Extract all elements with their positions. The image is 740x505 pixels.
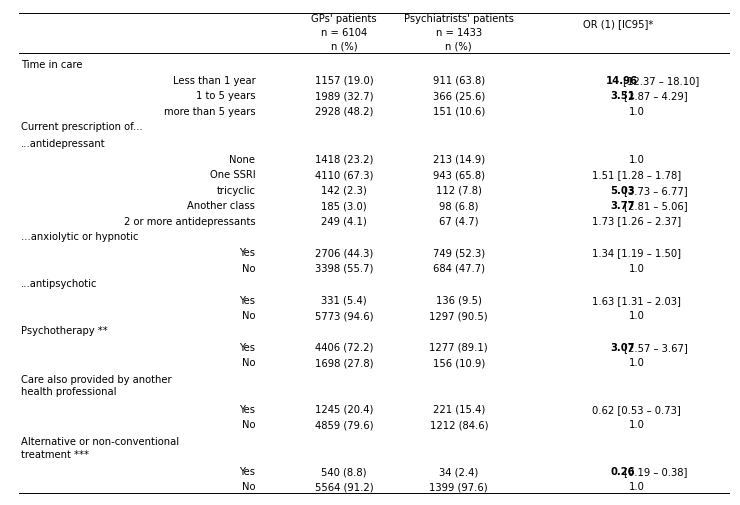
Text: 3.07: 3.07 (610, 343, 635, 353)
Text: No: No (242, 358, 255, 368)
Text: Yes: Yes (239, 248, 255, 259)
Text: [2.81 – 5.06]: [2.81 – 5.06] (625, 201, 688, 211)
Text: 1.0: 1.0 (628, 264, 645, 274)
Text: [2.57 – 3.67]: [2.57 – 3.67] (625, 343, 688, 353)
Text: None: None (229, 155, 255, 165)
Text: 943 (65.8): 943 (65.8) (433, 170, 485, 180)
Text: 1.0: 1.0 (628, 358, 645, 368)
Text: Yes: Yes (239, 405, 255, 415)
Text: 5.03: 5.03 (610, 186, 635, 196)
Text: 749 (52.3): 749 (52.3) (433, 248, 485, 259)
Text: [2.87 – 4.29]: [2.87 – 4.29] (625, 91, 688, 102)
Text: Less than 1 year: Less than 1 year (172, 76, 255, 86)
Text: 221 (15.4): 221 (15.4) (433, 405, 485, 415)
Text: One SSRI: One SSRI (209, 170, 255, 180)
Text: Psychotherapy **: Psychotherapy ** (21, 326, 107, 336)
Text: 2706 (44.3): 2706 (44.3) (315, 248, 373, 259)
Text: Care also provided by another
health professional: Care also provided by another health pro… (21, 375, 172, 397)
Text: 1277 (89.1): 1277 (89.1) (429, 343, 488, 353)
Text: 540 (8.8): 540 (8.8) (321, 467, 367, 477)
Text: 1.51 [1.28 – 1.78]: 1.51 [1.28 – 1.78] (592, 170, 681, 180)
Text: 1.0: 1.0 (628, 107, 645, 117)
Text: tricyclic: tricyclic (216, 186, 255, 196)
Text: 14.96: 14.96 (606, 76, 638, 86)
Text: 4110 (67.3): 4110 (67.3) (315, 170, 373, 180)
Text: ...antidepressant: ...antidepressant (21, 138, 105, 148)
Text: Yes: Yes (239, 295, 255, 306)
Text: Another class: Another class (187, 201, 255, 211)
Text: 1.63 [1.31 – 2.03]: 1.63 [1.31 – 2.03] (592, 295, 681, 306)
Text: 1.73 [1.26 – 2.37]: 1.73 [1.26 – 2.37] (592, 217, 681, 227)
Text: more than 5 years: more than 5 years (164, 107, 255, 117)
Text: 136 (9.5): 136 (9.5) (436, 295, 482, 306)
Text: 3398 (55.7): 3398 (55.7) (315, 264, 373, 274)
Text: 1.0: 1.0 (628, 482, 645, 492)
Text: 156 (10.9): 156 (10.9) (433, 358, 485, 368)
Text: 1212 (84.6): 1212 (84.6) (429, 420, 488, 430)
Text: 34 (2.4): 34 (2.4) (439, 467, 479, 477)
Text: Time in care: Time in care (21, 60, 82, 70)
Text: 3.51: 3.51 (610, 91, 636, 102)
Text: 1.34 [1.19 – 1.50]: 1.34 [1.19 – 1.50] (592, 248, 681, 259)
Text: 1418 (23.2): 1418 (23.2) (315, 155, 373, 165)
Text: No: No (242, 420, 255, 430)
Text: No: No (242, 482, 255, 492)
Text: 1245 (20.4): 1245 (20.4) (315, 405, 373, 415)
Text: Yes: Yes (239, 467, 255, 477)
Text: 1989 (32.7): 1989 (32.7) (314, 91, 374, 102)
Text: [0.19 – 0.38]: [0.19 – 0.38] (625, 467, 687, 477)
Text: [12.37 – 18.10]: [12.37 – 18.10] (623, 76, 699, 86)
Text: 249 (4.1): 249 (4.1) (321, 217, 367, 227)
Text: 4406 (72.2): 4406 (72.2) (315, 343, 373, 353)
Text: 2 or more antidepressants: 2 or more antidepressants (124, 217, 255, 227)
Text: 151 (10.6): 151 (10.6) (433, 107, 485, 117)
Text: 366 (25.6): 366 (25.6) (433, 91, 485, 102)
Text: 684 (47.7): 684 (47.7) (433, 264, 485, 274)
Text: 1698 (27.8): 1698 (27.8) (314, 358, 374, 368)
Text: 98 (6.8): 98 (6.8) (439, 201, 479, 211)
Text: 1399 (97.6): 1399 (97.6) (429, 482, 488, 492)
Text: 4859 (79.6): 4859 (79.6) (314, 420, 374, 430)
Text: Psychiatrists' patients
n = 1433
n (%): Psychiatrists' patients n = 1433 n (%) (404, 14, 514, 52)
Text: 5564 (91.2): 5564 (91.2) (314, 482, 374, 492)
Text: 185 (3.0): 185 (3.0) (321, 201, 367, 211)
Text: ...antipsychotic: ...antipsychotic (21, 279, 97, 289)
Text: 2928 (48.2): 2928 (48.2) (315, 107, 373, 117)
Text: ...anxiolytic or hypnotic: ...anxiolytic or hypnotic (21, 232, 138, 242)
Text: 0.62 [0.53 – 0.73]: 0.62 [0.53 – 0.73] (592, 405, 681, 415)
Text: 1.0: 1.0 (628, 311, 645, 321)
Text: 1157 (19.0): 1157 (19.0) (314, 76, 374, 86)
Text: 0.26: 0.26 (610, 467, 635, 477)
Text: No: No (242, 311, 255, 321)
Text: 67 (4.7): 67 (4.7) (439, 217, 479, 227)
Text: 1.0: 1.0 (628, 420, 645, 430)
Text: 213 (14.9): 213 (14.9) (433, 155, 485, 165)
Text: [3.73 – 6.77]: [3.73 – 6.77] (625, 186, 688, 196)
Text: 911 (63.8): 911 (63.8) (433, 76, 485, 86)
Text: 142 (2.3): 142 (2.3) (321, 186, 367, 196)
Text: Alternative or non-conventional
treatment ***: Alternative or non-conventional treatmen… (21, 437, 179, 460)
Text: 3.77: 3.77 (610, 201, 635, 211)
Text: OR (1) [IC95]*: OR (1) [IC95]* (582, 19, 653, 29)
Text: Yes: Yes (239, 343, 255, 353)
Text: 5773 (94.6): 5773 (94.6) (314, 311, 374, 321)
Text: 1.0: 1.0 (628, 155, 645, 165)
Text: 112 (7.8): 112 (7.8) (436, 186, 482, 196)
Text: 331 (5.4): 331 (5.4) (321, 295, 367, 306)
Text: 1297 (90.5): 1297 (90.5) (429, 311, 488, 321)
Text: 1 to 5 years: 1 to 5 years (196, 91, 255, 102)
Text: Current prescription of...: Current prescription of... (21, 122, 143, 132)
Text: GPs' patients
n = 6104
n (%): GPs' patients n = 6104 n (%) (312, 14, 377, 52)
Text: No: No (242, 264, 255, 274)
